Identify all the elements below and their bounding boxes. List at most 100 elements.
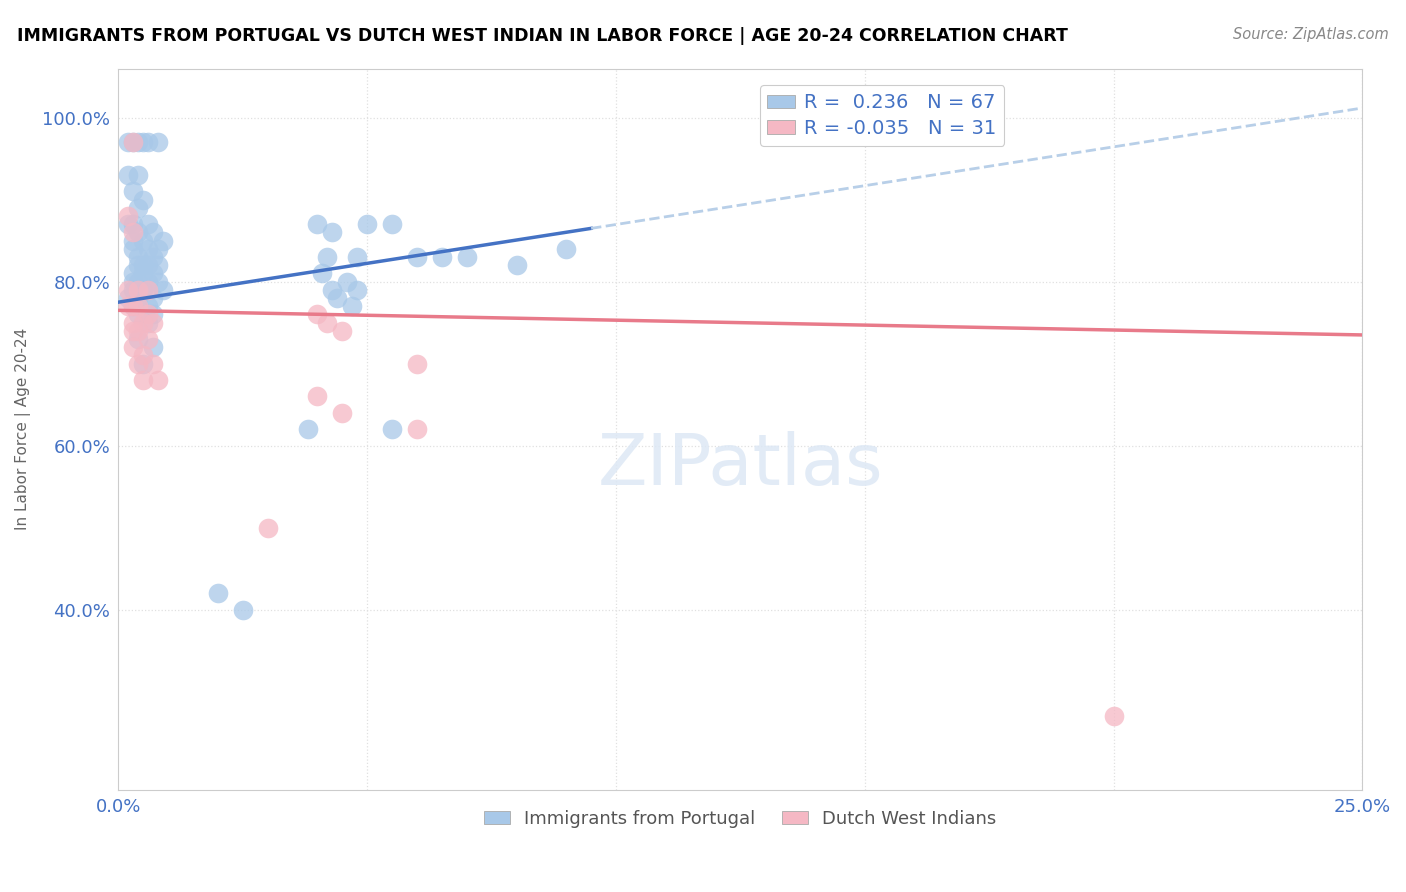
- Point: [307, 308, 329, 322]
- Point: [117, 283, 139, 297]
- Point: [148, 373, 170, 387]
- Legend: Immigrants from Portugal, Dutch West Indians: Immigrants from Portugal, Dutch West Ind…: [477, 803, 1004, 835]
- Point: [136, 316, 159, 330]
- Point: [132, 348, 155, 362]
- Point: [132, 258, 155, 272]
- Point: [311, 267, 333, 281]
- Point: [136, 217, 159, 231]
- Point: [142, 250, 165, 264]
- Point: [142, 267, 165, 281]
- Point: [316, 250, 339, 264]
- Point: [136, 242, 159, 256]
- Point: [152, 283, 174, 297]
- Point: [117, 168, 139, 182]
- Point: [136, 275, 159, 289]
- Point: [122, 316, 145, 330]
- Point: [406, 422, 429, 436]
- Point: [122, 275, 145, 289]
- Point: [142, 357, 165, 371]
- Point: [127, 357, 149, 371]
- Point: [117, 217, 139, 231]
- Point: [381, 422, 404, 436]
- Point: [122, 242, 145, 256]
- Point: [356, 217, 378, 231]
- Point: [122, 267, 145, 281]
- Point: [142, 226, 165, 240]
- Point: [148, 258, 170, 272]
- Point: [132, 267, 155, 281]
- Point: [127, 324, 149, 338]
- Point: [207, 586, 229, 600]
- Point: [132, 316, 155, 330]
- Point: [297, 422, 319, 436]
- Text: IMMIGRANTS FROM PORTUGAL VS DUTCH WEST INDIAN IN LABOR FORCE | AGE 20-24 CORRELA: IMMIGRANTS FROM PORTUGAL VS DUTCH WEST I…: [17, 27, 1067, 45]
- Point: [127, 250, 149, 264]
- Point: [342, 299, 364, 313]
- Point: [321, 226, 343, 240]
- Point: [307, 389, 329, 403]
- Point: [127, 275, 149, 289]
- Point: [117, 291, 139, 305]
- Point: [122, 136, 145, 150]
- Point: [381, 217, 404, 231]
- Point: [127, 308, 149, 322]
- Point: [132, 234, 155, 248]
- Point: [127, 168, 149, 182]
- Point: [232, 602, 254, 616]
- Point: [148, 136, 170, 150]
- Point: [346, 250, 368, 264]
- Point: [122, 324, 145, 338]
- Y-axis label: In Labor Force | Age 20-24: In Labor Force | Age 20-24: [15, 328, 31, 531]
- Point: [148, 242, 170, 256]
- Point: [122, 217, 145, 231]
- Point: [117, 299, 139, 313]
- Point: [142, 316, 165, 330]
- Point: [122, 299, 145, 313]
- Point: [336, 275, 359, 289]
- Point: [430, 250, 453, 264]
- Point: [117, 136, 139, 150]
- Point: [406, 357, 429, 371]
- Point: [326, 291, 349, 305]
- Point: [332, 324, 354, 338]
- Point: [1102, 709, 1125, 723]
- Point: [127, 291, 149, 305]
- Point: [148, 275, 170, 289]
- Point: [132, 193, 155, 207]
- Point: [555, 242, 578, 256]
- Point: [127, 136, 149, 150]
- Point: [127, 226, 149, 240]
- Point: [127, 332, 149, 346]
- Point: [142, 291, 165, 305]
- Point: [505, 258, 527, 272]
- Point: [132, 373, 155, 387]
- Point: [122, 226, 145, 240]
- Point: [122, 340, 145, 354]
- Point: [122, 299, 145, 313]
- Point: [122, 283, 145, 297]
- Point: [136, 283, 159, 297]
- Point: [136, 258, 159, 272]
- Point: [117, 209, 139, 223]
- Point: [127, 258, 149, 272]
- Point: [256, 520, 278, 534]
- Point: [307, 217, 329, 231]
- Point: [456, 250, 478, 264]
- Point: [152, 234, 174, 248]
- Point: [122, 136, 145, 150]
- Point: [127, 299, 149, 313]
- Point: [132, 283, 155, 297]
- Point: [332, 406, 354, 420]
- Point: [122, 234, 145, 248]
- Point: [122, 185, 145, 199]
- Point: [127, 201, 149, 215]
- Point: [321, 283, 343, 297]
- Point: [132, 357, 155, 371]
- Point: [127, 283, 149, 297]
- Point: [142, 340, 165, 354]
- Point: [136, 308, 159, 322]
- Point: [346, 283, 368, 297]
- Text: ZIPatlas: ZIPatlas: [598, 431, 883, 500]
- Point: [136, 136, 159, 150]
- Point: [132, 136, 155, 150]
